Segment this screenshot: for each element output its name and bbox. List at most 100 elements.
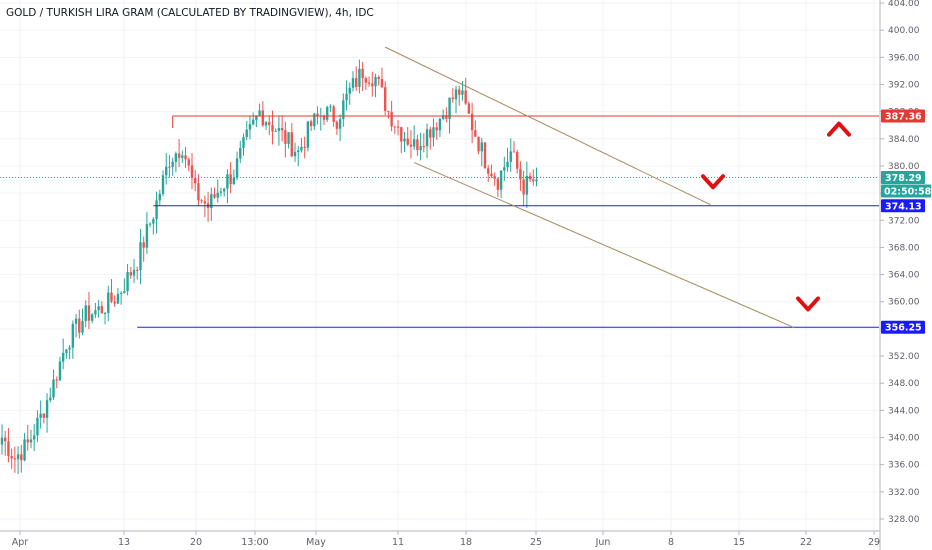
- candle-body: [235, 158, 239, 178]
- label-current-bg: [881, 171, 925, 185]
- x-tick-label: 11: [392, 537, 404, 548]
- y-tick-label: 396.00: [888, 53, 920, 63]
- candle-body: [142, 242, 145, 248]
- candle-body: [483, 142, 487, 169]
- candle-body: [261, 110, 265, 126]
- channel-upper: [384, 46, 711, 206]
- candle-body: [509, 151, 512, 162]
- candle-body: [113, 301, 116, 304]
- candle-body: [181, 155, 184, 158]
- candle-body: [10, 456, 13, 459]
- candle-body: [438, 118, 442, 131]
- candle-body: [435, 127, 438, 131]
- candle-body: [155, 200, 158, 220]
- candle-body: [13, 458, 17, 460]
- candle-body: [461, 90, 464, 95]
- chart-title: GOLD / TURKISH LIRA GRAM (CALCULATED BY …: [6, 7, 374, 19]
- candle-body: [503, 167, 506, 171]
- candle-body: [474, 130, 477, 137]
- y-tick-label: 348.00: [888, 379, 920, 389]
- candle-body: [432, 127, 435, 138]
- x-tick-label: 20: [190, 537, 202, 548]
- candle-body: [65, 349, 68, 353]
- candle-body: [309, 121, 313, 127]
- candle-body: [129, 272, 132, 276]
- candle-body: [361, 68, 364, 79]
- candle-body: [496, 178, 500, 190]
- candle-body: [425, 129, 429, 147]
- candle-body: [400, 127, 403, 142]
- candle-body: [316, 113, 319, 117]
- candle-body: [45, 400, 49, 418]
- candle-body: [94, 310, 97, 315]
- candle-body: [110, 292, 113, 302]
- candle-body: [429, 129, 432, 138]
- candle-body: [245, 129, 248, 138]
- candle-body: [226, 174, 229, 189]
- candle-body: [345, 93, 348, 101]
- candle-body: [300, 146, 303, 151]
- candle-body: [61, 352, 65, 362]
- y-tick-label: 400.00: [888, 26, 920, 36]
- candle-body: [477, 136, 480, 152]
- label-support-2: 356.25: [885, 323, 922, 334]
- candle-body: [390, 111, 393, 127]
- candle-body: [287, 132, 290, 144]
- candle-body: [222, 188, 226, 192]
- candle-body: [464, 90, 467, 104]
- candle-body: [280, 127, 284, 131]
- candle-body: [284, 130, 287, 144]
- candle-body: [303, 146, 306, 148]
- arrow-down-marker: [701, 174, 725, 190]
- candle-body: [197, 183, 200, 201]
- candle-body: [168, 166, 171, 168]
- candle-body: [406, 138, 409, 145]
- candle-body: [277, 127, 281, 131]
- candle-body: [416, 139, 419, 151]
- candle-body: [522, 179, 525, 195]
- candle-body: [87, 305, 91, 321]
- candle-body: [412, 139, 416, 147]
- x-tick-label: 8: [668, 537, 674, 548]
- candle-body: [97, 306, 100, 311]
- candle-body: [351, 78, 355, 88]
- candle-body: [216, 192, 219, 198]
- candle-body: [490, 173, 493, 177]
- candle-body: [29, 439, 33, 443]
- candle-body: [16, 454, 20, 460]
- candle-body: [451, 97, 454, 100]
- candle-body: [229, 174, 232, 185]
- candle-body: [200, 200, 203, 202]
- candle-body: [71, 323, 75, 348]
- candle-body: [145, 224, 149, 248]
- candle-body: [377, 76, 380, 79]
- countdown-label: 02:50:58: [884, 187, 932, 198]
- candle-body: [78, 318, 81, 333]
- candle-body: [396, 126, 400, 128]
- candle-body: [248, 124, 252, 130]
- candle-body: [251, 119, 255, 125]
- candle-body: [68, 347, 71, 350]
- candle-body: [103, 312, 107, 314]
- candle-body: [441, 115, 445, 119]
- countdown-bg: [881, 184, 931, 198]
- x-tick-label: 25: [530, 537, 542, 548]
- label-support-1: 374.13: [885, 201, 922, 212]
- x-tick-label: 22: [800, 537, 812, 548]
- candle-body: [528, 175, 532, 180]
- candle-body: [81, 321, 84, 333]
- candle-body: [107, 292, 110, 313]
- candle-body: [36, 417, 39, 436]
- candle-body: [506, 161, 509, 168]
- candle-body: [516, 152, 519, 169]
- candle-body: [100, 306, 104, 314]
- candle-body: [393, 126, 397, 128]
- candle-body: [123, 291, 126, 293]
- x-tick-label: 29: [868, 537, 880, 548]
- candle-body: [158, 193, 161, 201]
- candle-body: [329, 106, 332, 108]
- arrow-down-marker: [796, 296, 820, 312]
- candle-body: [264, 122, 268, 126]
